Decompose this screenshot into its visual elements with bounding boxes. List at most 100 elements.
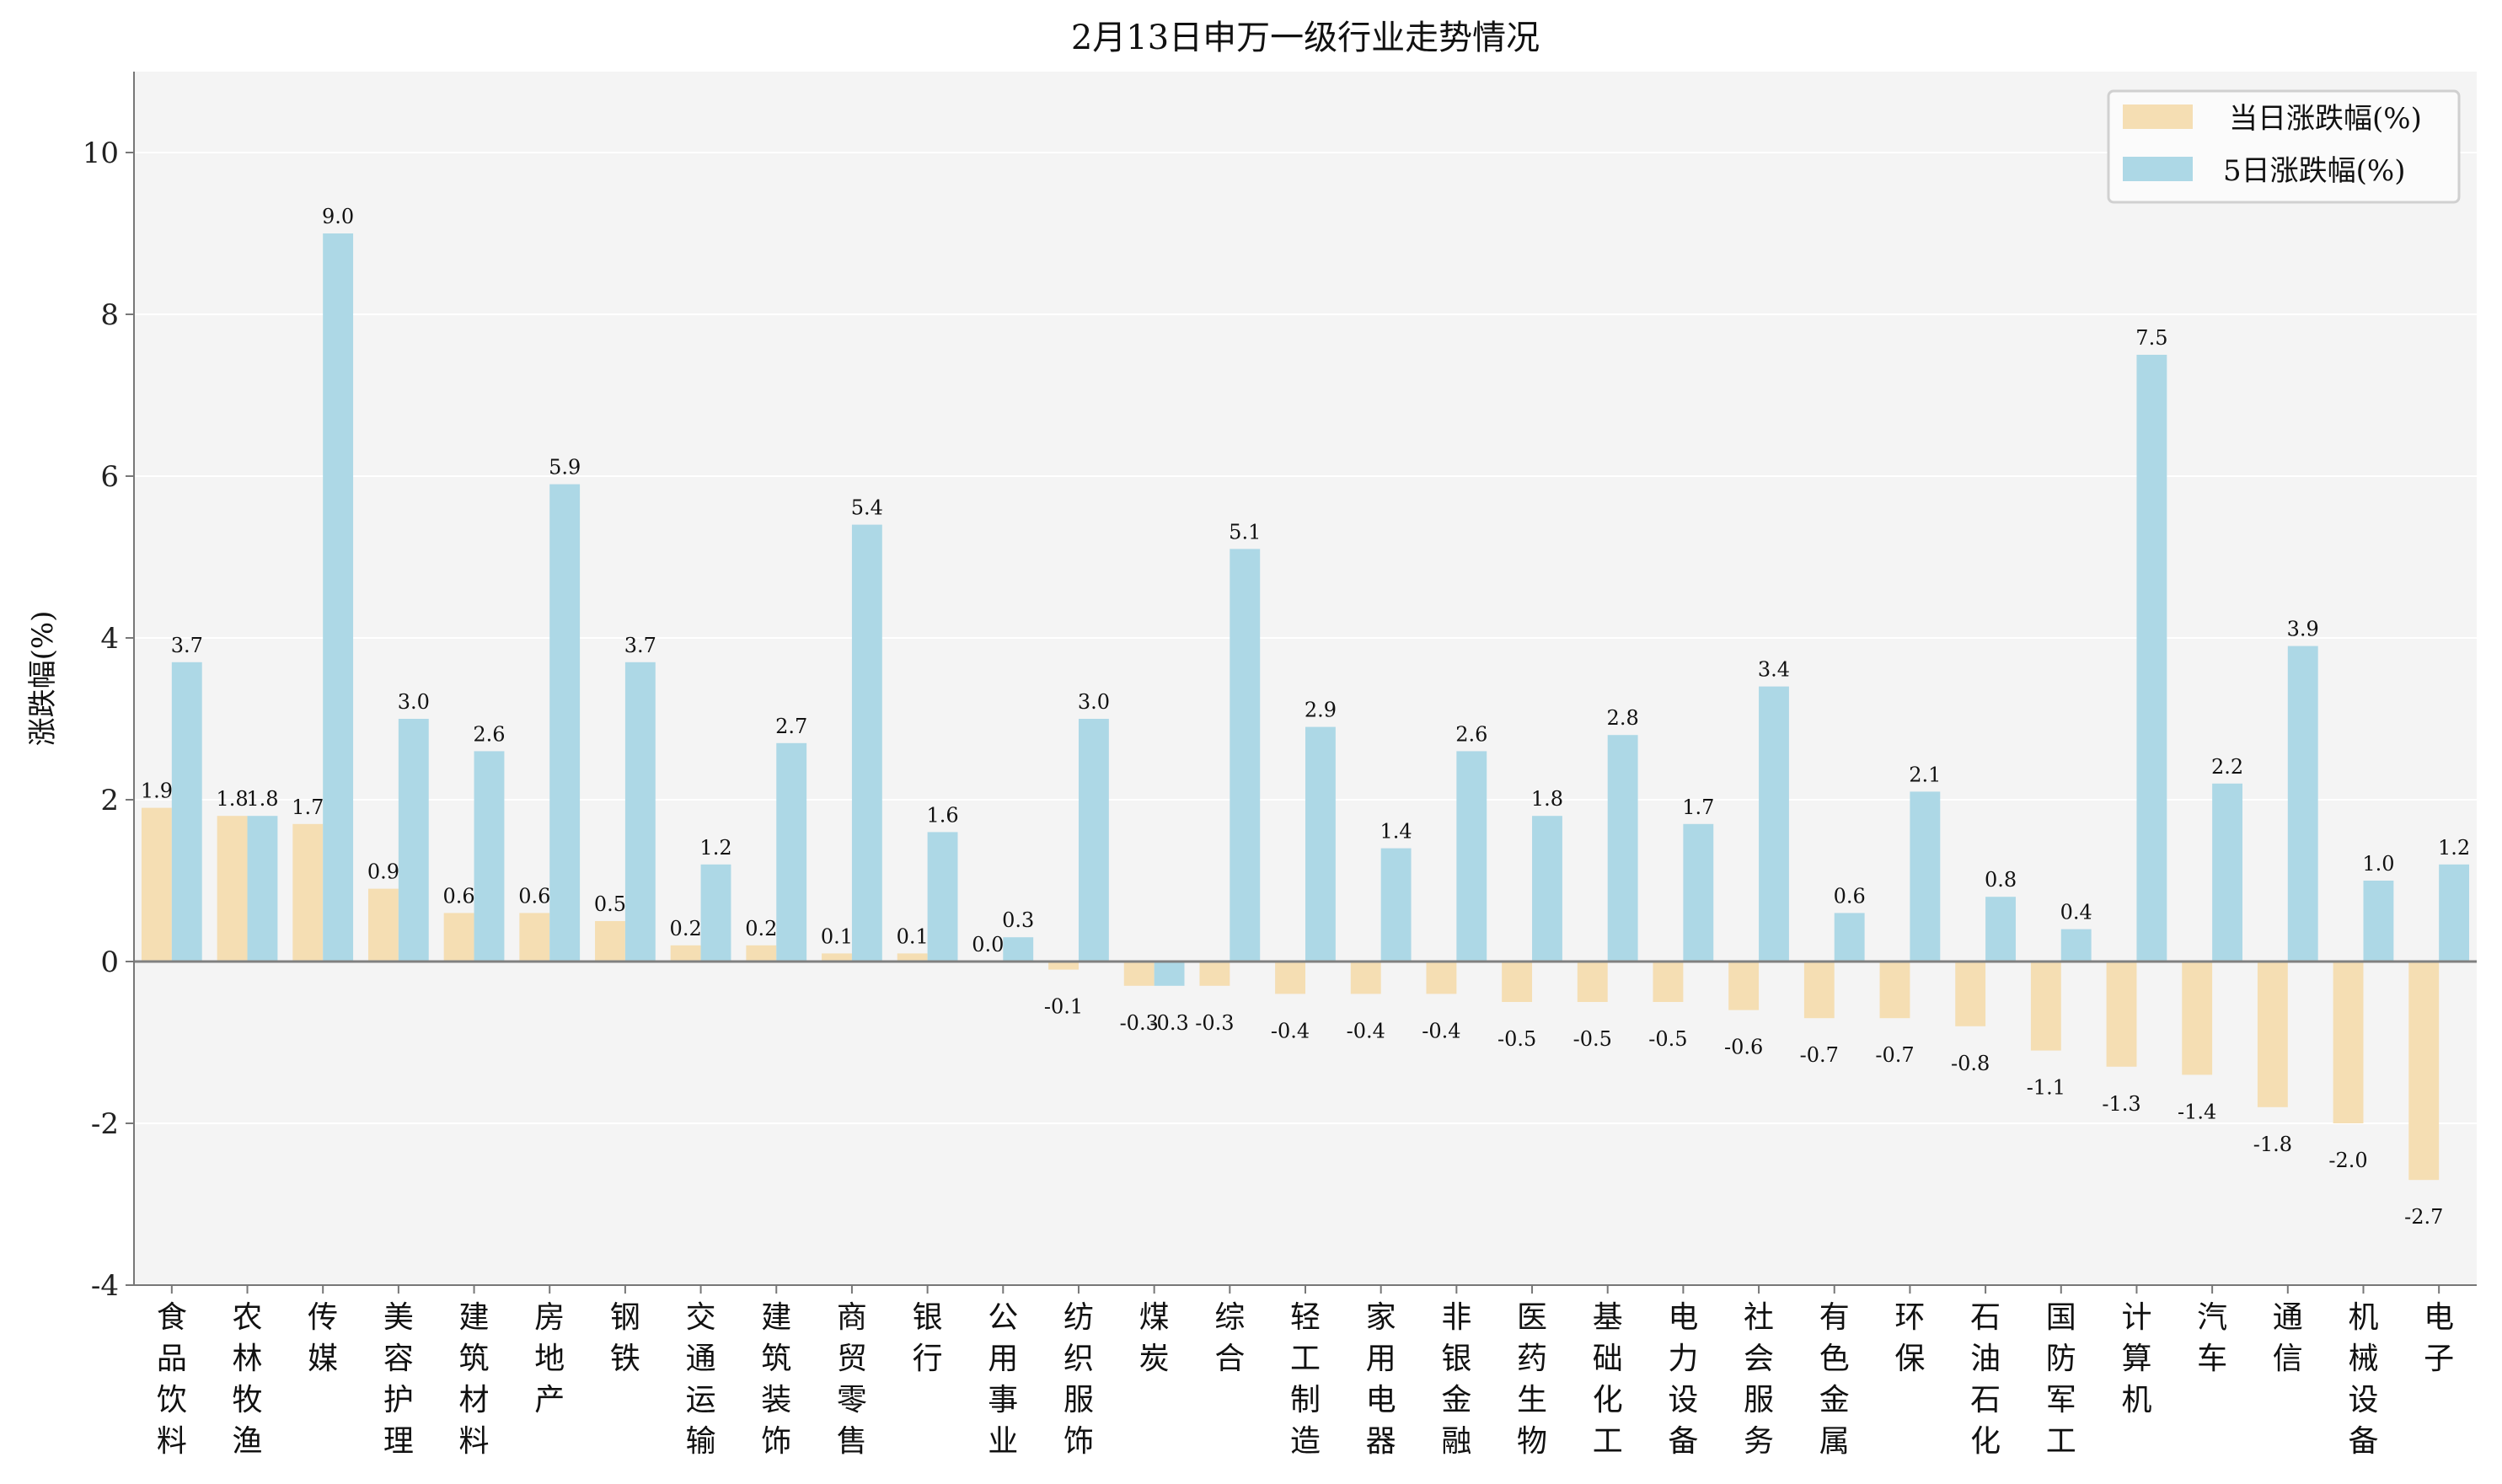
bar-daily: [1955, 962, 1986, 1026]
x-tick-label: 非银金融: [1441, 1300, 1471, 1459]
bar-5day: [1834, 913, 1865, 962]
bar-daily: [1879, 962, 1910, 1019]
bar-daily: [443, 913, 474, 962]
bar-5day: [1230, 549, 1261, 962]
bar-5day: [776, 742, 807, 962]
data-label-daily: -0.5: [1497, 1027, 1536, 1051]
data-label-5day: -0.3: [1149, 1011, 1188, 1035]
data-label-daily: -0.1: [1044, 995, 1083, 1019]
data-label-5day: 3.9: [2287, 618, 2319, 641]
bar-daily: [2333, 962, 2364, 1123]
bar-5day: [1003, 937, 1034, 962]
bar-daily: [1350, 962, 1381, 994]
data-label-daily: 0.1: [821, 924, 853, 948]
data-label-5day: 3.4: [1758, 658, 1790, 682]
bar-5day: [323, 233, 354, 962]
y-tick-label: -4: [91, 1269, 119, 1303]
bar-5day: [2212, 783, 2242, 962]
x-tick-label: 石油石化: [1970, 1300, 2001, 1459]
data-label-5day: 5.1: [1229, 520, 1261, 544]
legend-label-daily: 当日涨跌幅(%): [2229, 102, 2422, 136]
bar-daily: [519, 913, 550, 962]
x-tick-label: 医药生物: [1517, 1300, 1547, 1459]
data-label-daily: -0.4: [1347, 1019, 1385, 1042]
data-label-5day: 1.6: [926, 803, 958, 827]
x-tick-label: 轻工制造: [1290, 1300, 1321, 1459]
bar-daily: [141, 807, 172, 962]
data-label-daily: 0.1: [897, 924, 929, 948]
data-label-daily: -0.8: [1951, 1052, 1990, 1075]
data-label-5day: 3.0: [398, 690, 430, 714]
bar-5day: [624, 662, 656, 962]
bar-5day: [549, 484, 581, 962]
bar-5day: [2060, 929, 2092, 962]
bar-daily: [1502, 962, 1533, 1002]
data-label-daily: -0.6: [1724, 1036, 1763, 1059]
bar-5day: [247, 816, 278, 962]
data-label-5day: 3.7: [171, 634, 203, 657]
bar-daily: [897, 953, 928, 962]
bar-5day: [1305, 726, 1336, 962]
data-labels: 1.9 1.8 1.7 0.9 0.6 0.6 0.5 0.2 0.2 0.1 0.1 0.0 -0.1…: [141, 205, 2470, 1229]
bar-5day: [1759, 686, 1789, 962]
data-label-5day: 7.5: [2135, 326, 2167, 350]
data-label-daily: -0.4: [1271, 1019, 1310, 1042]
data-label-daily: -0.3: [1120, 1011, 1159, 1035]
bar-5day: [1683, 823, 1714, 962]
bar-daily: [746, 945, 777, 962]
bar-daily: [2408, 962, 2440, 1181]
data-label-daily: 0.2: [670, 917, 702, 940]
y-tick-label: 0: [100, 946, 119, 979]
bar-daily: [1275, 962, 1305, 994]
bar-5day: [700, 864, 731, 962]
bar-5day: [851, 524, 882, 962]
bar-5day: [398, 719, 429, 962]
x-tick-label: 通信: [2273, 1300, 2303, 1376]
bar-daily: [595, 921, 625, 962]
bar-5day: [1078, 719, 1109, 962]
data-label-5day: 3.7: [624, 634, 656, 657]
x-tick-label: 机械设备: [2348, 1300, 2378, 1459]
x-tick-label: 有色金属: [1819, 1300, 1850, 1459]
y-tick-label: 10: [83, 137, 119, 170]
bar-5day: [1380, 848, 1412, 962]
x-tick-label: 环保: [1894, 1300, 1925, 1376]
bar-daily: [1123, 962, 1155, 986]
bar-daily: [2257, 962, 2288, 1107]
y-tick-label: 8: [100, 298, 119, 332]
bar-daily: [1048, 962, 1079, 970]
legend-swatch-daily: [2123, 104, 2193, 129]
data-label-5day: 0.4: [2060, 901, 2092, 924]
data-label-daily: 0.6: [518, 884, 550, 908]
data-label-daily: 1.7: [292, 796, 324, 819]
data-label-daily: 0.9: [367, 860, 399, 884]
data-label-daily: -0.7: [1800, 1043, 1839, 1067]
data-label-daily: 0.0: [972, 933, 1004, 956]
data-label-5day: 1.7: [1682, 796, 1714, 819]
x-tick-label: 国防军工: [2046, 1300, 2076, 1459]
x-tick-label: 电力设备: [1668, 1300, 1698, 1459]
data-label-daily: -2.7: [2404, 1205, 2443, 1229]
bar-daily: [670, 945, 701, 962]
bar-5day: [1532, 816, 1562, 962]
data-label-daily: -0.5: [1573, 1027, 1612, 1051]
bar-5day: [1456, 751, 1487, 962]
x-tick-label: 煤炭: [1139, 1300, 1170, 1376]
bar-daily: [822, 953, 852, 962]
x-tick-label: 计算机: [2121, 1300, 2151, 1417]
data-label-5day: 9.0: [322, 205, 354, 228]
data-label-5day: 1.2: [2438, 836, 2470, 860]
data-label-daily: 0.2: [745, 917, 777, 940]
x-tick-label: 电子: [2424, 1300, 2454, 1376]
data-label-5day: 0.8: [1985, 868, 2017, 892]
data-label-daily: 0.6: [443, 884, 475, 908]
bar-daily: [2106, 962, 2137, 1067]
data-label-5day: 2.8: [1607, 706, 1639, 730]
bar-daily: [292, 823, 324, 962]
x-tick-label: 社会服务: [1744, 1300, 1774, 1459]
data-label-5day: 0.3: [1002, 908, 1034, 932]
plot-area: [134, 72, 2477, 1285]
bar-daily: [1653, 962, 1684, 1002]
x-tick-label: 交通运输: [686, 1300, 716, 1459]
data-label-daily: 1.8: [216, 787, 248, 811]
